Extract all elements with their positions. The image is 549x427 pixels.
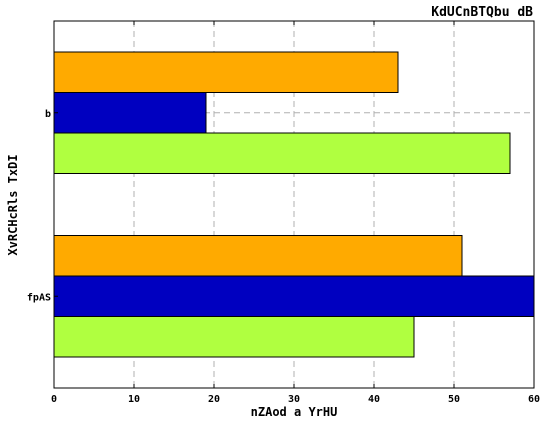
bar bbox=[53, 132, 511, 174]
bar bbox=[53, 51, 399, 93]
x-axis-label: nZAod a YrHU bbox=[251, 405, 338, 419]
y-axis-label: XvRCHcRls TxDI bbox=[6, 154, 20, 255]
x-tick-label: 30 bbox=[288, 394, 300, 405]
bar bbox=[53, 92, 207, 134]
x-tick-label: 0 bbox=[51, 394, 57, 405]
y-tick-label: b bbox=[45, 109, 51, 120]
x-tick-label: 20 bbox=[208, 394, 220, 405]
x-tick-label: 50 bbox=[448, 394, 460, 405]
bar bbox=[53, 316, 415, 358]
chart-title: KdUCnBTQbu dB bbox=[431, 5, 533, 20]
x-tick-label: 10 bbox=[128, 394, 140, 405]
ticks: 0 10 20 30 40 50 60 b fpAS bbox=[27, 21, 540, 405]
bar bbox=[53, 235, 463, 277]
x-tick-label: 60 bbox=[528, 394, 540, 405]
bars bbox=[53, 51, 535, 358]
x-tick-label: 40 bbox=[368, 394, 380, 405]
bar bbox=[53, 275, 535, 317]
y-tick-label: fpAS bbox=[27, 292, 51, 303]
